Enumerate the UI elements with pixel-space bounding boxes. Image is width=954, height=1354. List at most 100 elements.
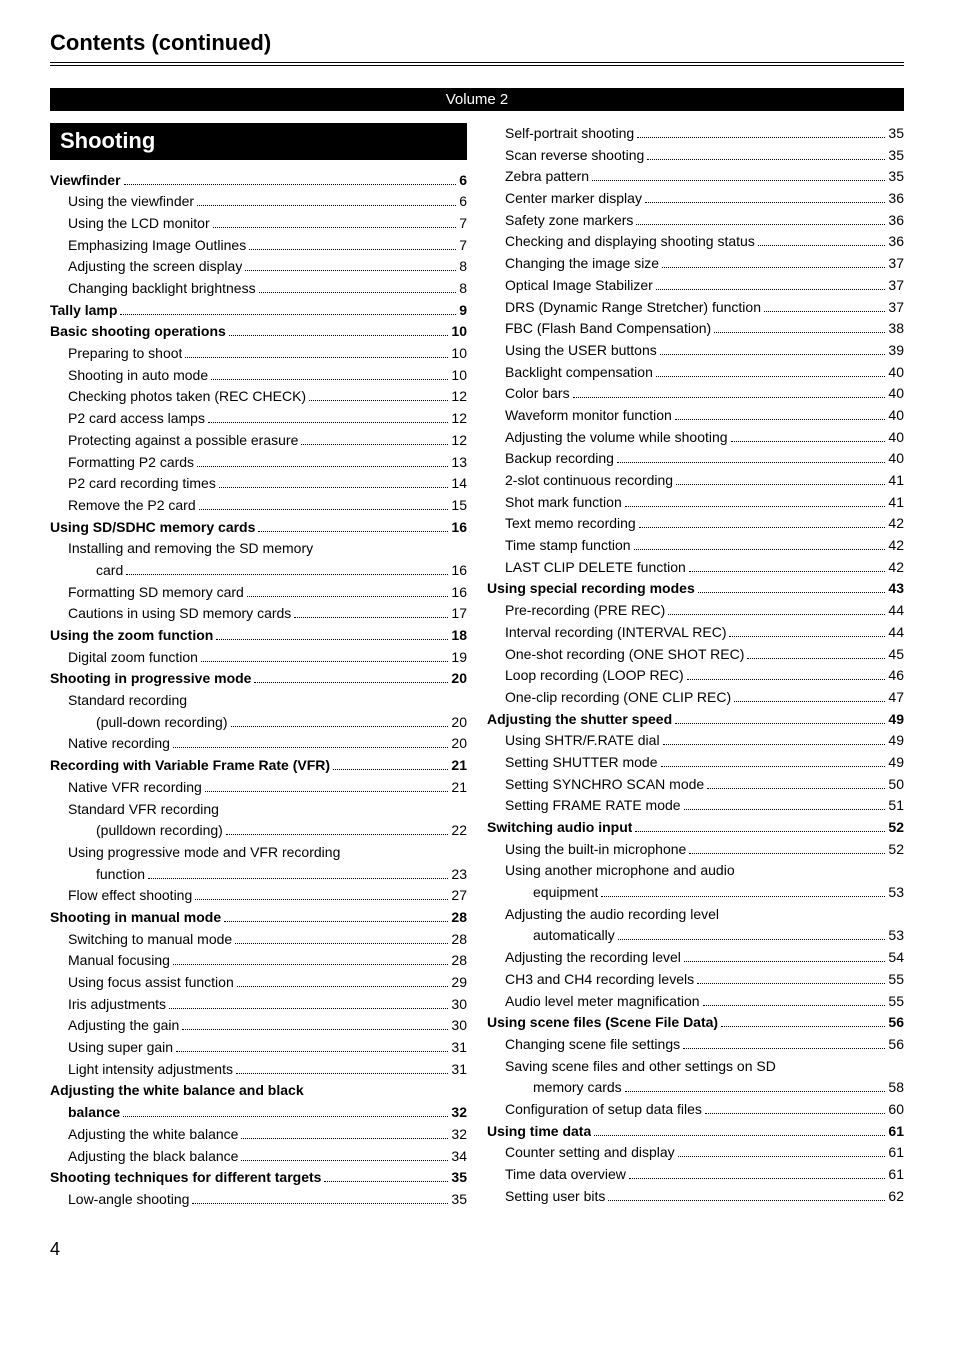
toc-page: 21 [451, 755, 467, 777]
leader-dots [625, 1080, 886, 1093]
toc-entry: Using the LCD monitor7 [68, 213, 467, 235]
toc-entry: Audio level meter magnification55 [505, 991, 904, 1013]
toc-page: 42 [888, 557, 904, 579]
leader-dots [683, 1036, 885, 1049]
toc-entry: Switching to manual mode28 [68, 929, 467, 951]
leader-dots [634, 537, 886, 550]
toc-title: Using SD/SDHC memory cards [50, 517, 255, 539]
toc-page: 55 [888, 969, 904, 991]
toc-entry: Checking and displaying shooting status3… [505, 231, 904, 253]
toc-page: 35 [451, 1167, 467, 1189]
toc-page: 52 [888, 839, 904, 861]
toc-page: 32 [451, 1102, 467, 1124]
toc-title: Manual focusing [68, 950, 170, 972]
leader-dots [123, 1105, 448, 1118]
toc-entry: P2 card access lamps12 [68, 408, 467, 430]
leader-dots [731, 429, 886, 442]
toc-title: P2 card recording times [68, 473, 216, 495]
toc-page: 22 [451, 820, 467, 842]
toc-page: 29 [451, 972, 467, 994]
toc-title: Using the zoom function [50, 625, 213, 647]
page-title: Contents (continued) [50, 30, 904, 56]
toc-title: Self-portrait shooting [505, 123, 634, 145]
leader-dots [258, 519, 448, 532]
leader-dots [216, 627, 448, 640]
toc-entry: Native recording20 [68, 733, 467, 755]
toc-entry: Viewfinder6 [50, 170, 467, 192]
toc-page: 46 [888, 665, 904, 687]
toc-entry: Standard VFR recording [68, 799, 467, 821]
toc-title: Adjusting the white balance [68, 1124, 238, 1146]
toc-page: 35 [451, 1189, 467, 1211]
toc-page: 8 [459, 278, 467, 300]
toc-title: Zebra pattern [505, 166, 589, 188]
toc-title: Interval recording (INTERVAL REC) [505, 622, 726, 644]
toc-page: 16 [451, 582, 467, 604]
leader-dots [201, 649, 448, 662]
leader-dots [663, 733, 886, 746]
toc-entry: CH3 and CH4 recording levels 55 [505, 969, 904, 991]
toc-title: Using another microphone and audio [505, 860, 735, 882]
toc-entry: Adjusting the white balance32 [68, 1124, 467, 1146]
leader-dots [197, 454, 448, 467]
leader-dots [197, 194, 456, 207]
toc-title: (pulldown recording) [96, 820, 223, 842]
leader-dots [608, 1188, 885, 1201]
toc-entry: Using time data61 [487, 1121, 904, 1143]
toc-entry: Using the zoom function18 [50, 625, 467, 647]
leader-dots [714, 321, 885, 334]
leader-dots [259, 280, 457, 293]
leader-dots [126, 562, 448, 575]
toc-entry: Shooting techniques for different target… [50, 1167, 467, 1189]
toc-title: Configuration of setup data files [505, 1099, 702, 1121]
toc-page: 31 [451, 1037, 467, 1059]
toc-title: Switching to manual mode [68, 929, 232, 951]
toc-page: 44 [888, 622, 904, 644]
toc-page: 50 [888, 774, 904, 796]
leader-dots [617, 451, 885, 464]
toc-entry: (pulldown recording) 22 [96, 820, 467, 842]
leader-dots [173, 953, 448, 966]
leader-dots [192, 1191, 448, 1204]
toc-title: Shooting in progressive mode [50, 668, 251, 690]
toc-entry: Basic shooting operations10 [50, 321, 467, 343]
toc-page: 16 [451, 517, 467, 539]
leader-dots [169, 996, 448, 1009]
toc-title: Tally lamp [50, 300, 117, 322]
leader-dots [594, 1123, 885, 1136]
leader-dots [237, 974, 449, 987]
toc-entry: LAST CLIP DELETE function42 [505, 557, 904, 579]
leader-dots [698, 581, 886, 594]
toc-entry: Adjusting the gain30 [68, 1015, 467, 1037]
leader-dots [224, 909, 448, 922]
leader-dots [687, 668, 886, 681]
toc-page: 55 [888, 991, 904, 1013]
toc-title: Formatting P2 cards [68, 452, 194, 474]
toc-title: Cautions in using SD memory cards [68, 603, 291, 625]
toc-title: Adjusting the black balance [68, 1146, 238, 1168]
toc-page: 7 [459, 213, 467, 235]
toc-page: 40 [888, 448, 904, 470]
leader-dots [245, 259, 456, 272]
toc-entry: One-shot recording (ONE SHOT REC)45 [505, 644, 904, 666]
toc-page: 10 [451, 343, 467, 365]
leader-dots [205, 779, 449, 792]
toc-page: 62 [888, 1186, 904, 1208]
page: Contents (continued) Volume 2 Shooting V… [0, 0, 954, 1280]
toc-title: Using time data [487, 1121, 591, 1143]
toc-entry: Manual focusing28 [68, 950, 467, 972]
toc-title: Backlight compensation [505, 362, 653, 384]
toc-entry: Adjusting the white balance and black [50, 1080, 467, 1102]
toc-title: CH3 and CH4 recording levels [505, 969, 694, 991]
left-column: Shooting Viewfinder6Using the viewfinder… [50, 123, 467, 1211]
toc-entry: Time data overview61 [505, 1164, 904, 1186]
toc-entry: Changing scene file settings56 [505, 1034, 904, 1056]
toc-entry: Remove the P2 card15 [68, 495, 467, 517]
toc-title: Digital zoom function [68, 647, 198, 669]
toc-page: 10 [451, 321, 467, 343]
left-toc-list: Viewfinder6Using the viewfinder6Using th… [50, 170, 467, 1211]
toc-entry: Setting user bits62 [505, 1186, 904, 1208]
toc-page: 53 [888, 882, 904, 904]
toc-entry: Preparing to shoot10 [68, 343, 467, 365]
toc-page: 43 [888, 578, 904, 600]
